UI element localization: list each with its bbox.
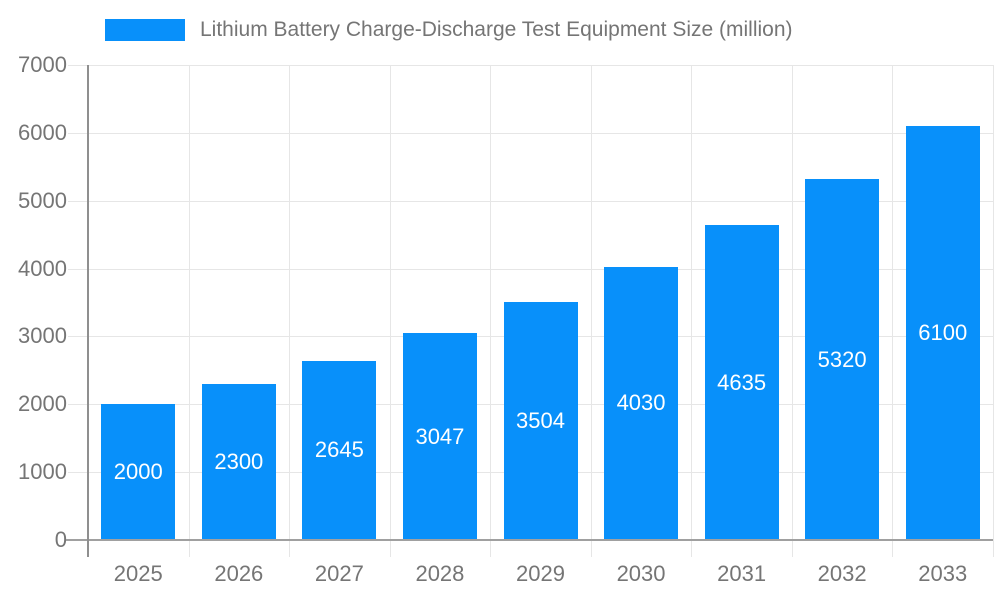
x-axis-line <box>66 539 993 541</box>
x-axis-tick-label: 2025 <box>113 561 163 586</box>
y-axis-tick-label: 7000 <box>18 52 67 77</box>
bar-2030[interactable] <box>604 266 679 540</box>
bar-value-label: 3047 <box>415 423 465 449</box>
legend-label: Lithium Battery Charge-Discharge Test Eq… <box>200 18 793 41</box>
x-axis-tick-label: 2031 <box>717 561 767 586</box>
h-gridline <box>68 268 993 270</box>
bar-2027[interactable] <box>302 360 377 540</box>
v-gridline <box>993 65 994 557</box>
h-gridline <box>68 200 993 202</box>
bar-value-label: 4030 <box>616 390 666 416</box>
y-axis-line <box>87 65 89 557</box>
x-axis-tick-label: 2026 <box>214 561 264 586</box>
v-gridline <box>691 65 693 557</box>
x-axis-tick-label: 2027 <box>314 561 364 586</box>
bar-value-label: 2300 <box>214 448 264 474</box>
y-axis-tick-label: 0 <box>54 527 67 552</box>
bar-value-label: 2645 <box>314 437 364 463</box>
bar-value-label: 6100 <box>918 320 968 346</box>
v-gridline <box>289 65 291 557</box>
bar-value-label: 3504 <box>516 408 565 434</box>
legend-swatch-icon <box>105 19 185 41</box>
x-axis-tick-label: 2033 <box>918 561 968 586</box>
bar-2029[interactable] <box>503 302 578 540</box>
y-axis-tick-label: 6000 <box>18 119 67 145</box>
x-axis-tick-label: 2030 <box>616 561 666 586</box>
v-gridline <box>791 65 793 557</box>
y-axis-tick-label: 2000 <box>18 391 67 417</box>
y-axis-tick-label: 3000 <box>18 323 67 349</box>
y-axis-tick-label: 4000 <box>18 255 67 281</box>
x-axis-tick-label: 2029 <box>516 561 565 586</box>
h-gridline <box>68 65 993 66</box>
bar-value-label: 2000 <box>113 459 163 485</box>
x-axis-tick-label: 2028 <box>415 561 465 586</box>
bar-2025[interactable] <box>101 404 176 540</box>
bar-2031[interactable] <box>704 225 779 540</box>
x-axis-tick-label: 2032 <box>817 561 867 586</box>
bar-value-label: 5320 <box>817 346 867 372</box>
bar-value-label: 4635 <box>717 369 767 395</box>
bar-2033[interactable] <box>905 126 980 540</box>
v-gridline <box>188 65 190 557</box>
y-axis-tick-label: 1000 <box>18 459 67 485</box>
v-gridline <box>892 65 894 557</box>
v-gridline <box>490 65 492 557</box>
bar-2028[interactable] <box>402 333 477 540</box>
h-gridline <box>68 132 993 134</box>
v-gridline <box>389 65 391 557</box>
bar-2026[interactable] <box>201 383 276 540</box>
bar-2032[interactable] <box>805 179 880 540</box>
y-axis-tick-label: 5000 <box>18 187 67 213</box>
chart-legend[interactable]: Lithium Battery Charge-Discharge Test Eq… <box>105 18 793 41</box>
v-gridline <box>590 65 592 557</box>
